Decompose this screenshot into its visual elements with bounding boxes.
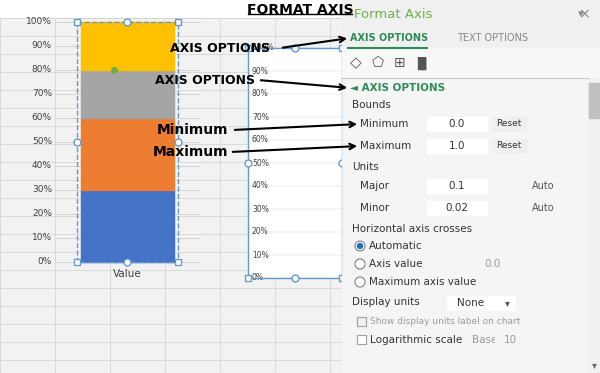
Text: 0.1: 0.1 [449, 181, 465, 191]
Text: Auto: Auto [532, 203, 554, 213]
Bar [248, 48, 342, 278]
Text: Auto: Auto [532, 181, 554, 191]
Text: 60%: 60% [32, 113, 52, 122]
Text: 40%: 40% [32, 162, 52, 170]
Text: 100%: 100% [26, 18, 52, 26]
FancyBboxPatch shape [427, 139, 487, 153]
Text: 60%: 60% [252, 135, 269, 144]
Text: ◄ AXIS OPTIONS: ◄ AXIS OPTIONS [350, 83, 445, 93]
FancyBboxPatch shape [472, 258, 514, 270]
Text: 20%: 20% [252, 228, 269, 236]
Circle shape [355, 277, 365, 287]
Bar [342, 0, 600, 373]
Text: 10%: 10% [32, 233, 52, 242]
Text: 70%: 70% [32, 90, 52, 98]
Text: TEXT OPTIONS: TEXT OPTIONS [457, 33, 528, 43]
Bar [588, 78, 600, 373]
Text: 90%: 90% [252, 66, 269, 75]
Text: Minor: Minor [360, 203, 389, 213]
Text: 100%: 100% [252, 44, 274, 53]
Text: 10%: 10% [252, 251, 269, 260]
Text: Major: Major [360, 181, 389, 191]
Text: 20%: 20% [32, 210, 52, 219]
Text: 0.0: 0.0 [449, 119, 465, 129]
Bar [342, 0, 600, 28]
Circle shape [358, 244, 362, 248]
Text: Axis value: Axis value [369, 259, 422, 269]
FancyBboxPatch shape [495, 334, 525, 346]
Text: AXIS OPTIONS: AXIS OPTIONS [170, 41, 270, 54]
Circle shape [355, 241, 365, 251]
Text: 50%: 50% [32, 138, 52, 147]
Text: ◇: ◇ [350, 56, 362, 70]
Text: Minimum: Minimum [157, 123, 229, 137]
Text: AXIS OPTIONS: AXIS OPTIONS [350, 33, 428, 43]
Text: ▾: ▾ [578, 9, 584, 19]
Text: None: None [457, 298, 484, 308]
Bar [81, 70, 174, 118]
Bar [81, 190, 174, 262]
Text: 70%: 70% [252, 113, 269, 122]
Text: FORMAT AXIS: FORMAT AXIS [247, 3, 353, 17]
Text: Horizontal axis crosses: Horizontal axis crosses [352, 224, 472, 234]
Text: ▾: ▾ [592, 360, 596, 370]
Text: 1.0: 1.0 [449, 141, 465, 151]
FancyBboxPatch shape [492, 139, 526, 153]
Text: Bounds: Bounds [352, 100, 391, 110]
Bar [589, 83, 599, 118]
FancyBboxPatch shape [447, 296, 515, 310]
Text: 90%: 90% [32, 41, 52, 50]
Text: Reset: Reset [496, 119, 521, 129]
Bar [342, 48, 600, 78]
Text: ⬠: ⬠ [372, 56, 384, 70]
Text: Minimum: Minimum [360, 119, 409, 129]
Text: 0.0: 0.0 [485, 259, 501, 269]
Text: AXIS OPTIONS: AXIS OPTIONS [155, 73, 255, 87]
Text: Units: Units [352, 162, 379, 172]
Bar [357, 317, 366, 326]
Text: ⊞: ⊞ [394, 56, 406, 70]
FancyBboxPatch shape [427, 117, 487, 131]
Bar [0, 0, 345, 373]
FancyBboxPatch shape [427, 201, 487, 215]
Text: Automatic: Automatic [369, 241, 422, 251]
Text: 80%: 80% [252, 90, 269, 98]
Text: 30%: 30% [32, 185, 52, 194]
FancyBboxPatch shape [427, 179, 487, 193]
Text: Maximum axis value: Maximum axis value [369, 277, 476, 287]
Bar [248, 48, 342, 278]
Text: 0%: 0% [38, 257, 52, 266]
Text: 40%: 40% [252, 182, 269, 191]
Text: Display units: Display units [352, 297, 420, 307]
Text: 10: 10 [503, 335, 517, 345]
Circle shape [355, 259, 365, 269]
Text: Reset: Reset [496, 141, 521, 150]
Text: 0%: 0% [252, 273, 264, 282]
Bar [77, 22, 178, 262]
Bar [342, 28, 600, 48]
Text: ▾: ▾ [505, 298, 510, 308]
Text: Maximum: Maximum [153, 145, 229, 159]
Text: 0.02: 0.02 [445, 203, 469, 213]
Text: ▐▌: ▐▌ [412, 56, 431, 70]
FancyBboxPatch shape [492, 117, 526, 131]
Text: 30%: 30% [252, 204, 269, 213]
Text: Value: Value [113, 269, 142, 279]
Bar [81, 22, 174, 70]
Bar [0, 0, 345, 18]
Text: 50%: 50% [252, 159, 269, 167]
Text: ×: × [578, 7, 590, 21]
Text: Show display units label on chart: Show display units label on chart [370, 317, 520, 326]
Bar [357, 335, 366, 344]
Text: 80%: 80% [32, 66, 52, 75]
Text: Base: Base [472, 335, 497, 345]
Text: Logarithmic scale: Logarithmic scale [370, 335, 462, 345]
Text: Format Axis: Format Axis [354, 7, 433, 21]
Text: Maximum: Maximum [360, 141, 411, 151]
Bar [81, 118, 174, 190]
